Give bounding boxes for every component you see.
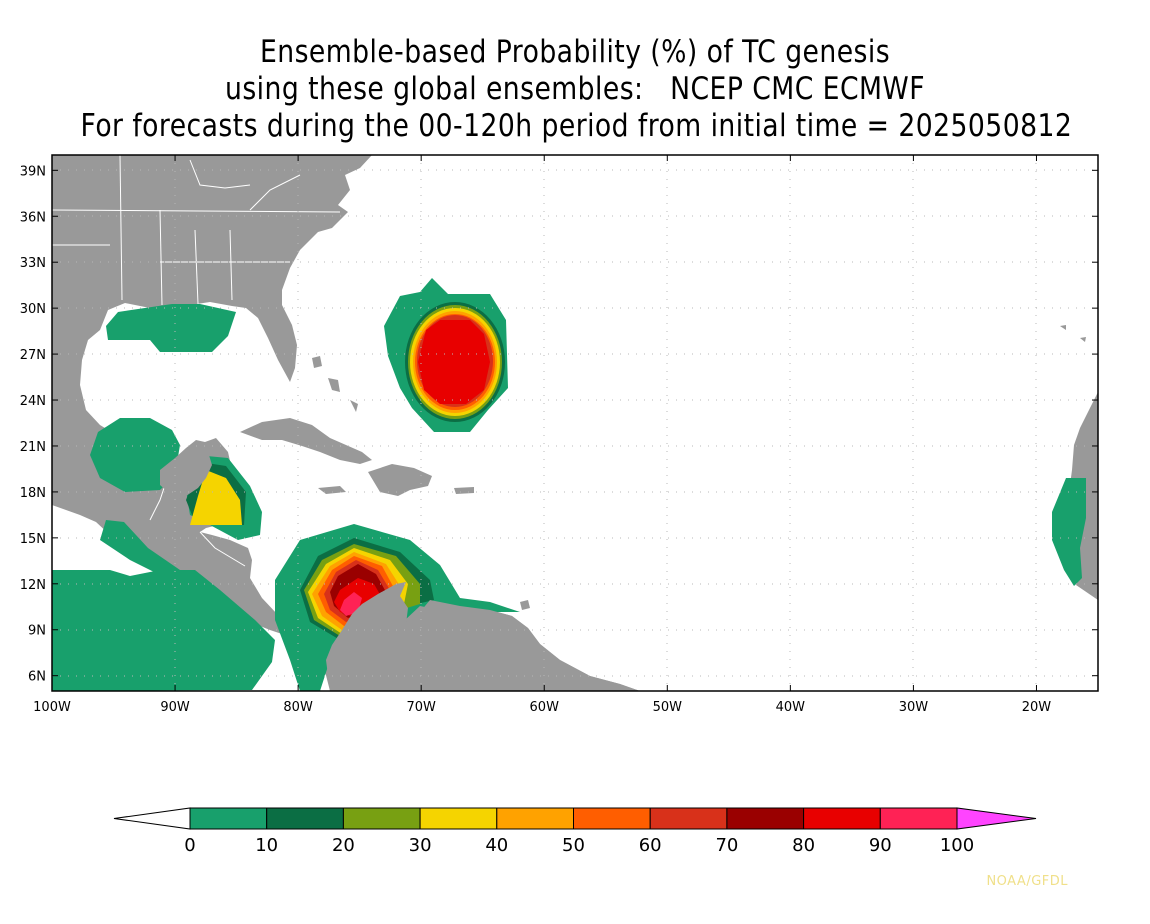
- lat-tick-label: 12N: [20, 578, 46, 593]
- colorbar-segment: [649, 807, 728, 830]
- credit-label: NOAA/GFDL: [986, 874, 1068, 889]
- chart-title: Ensemble-based Probability (%) of TC gen…: [0, 34, 1150, 145]
- colorbar-label: 60: [639, 835, 662, 856]
- lat-tick-label: 24N: [20, 394, 46, 409]
- colorbar-label: 20: [332, 835, 355, 856]
- map-area: [52, 155, 1098, 691]
- lon-tick-label: 50W: [653, 700, 683, 715]
- lat-tick-label: 15N: [20, 532, 46, 547]
- land-puerto-rico: [454, 487, 474, 494]
- lon-tick-label: 30W: [899, 700, 929, 715]
- plot-frame: [51, 154, 1099, 692]
- prob-blob-gulf: [106, 304, 236, 352]
- colorbar-label: 70: [715, 835, 738, 856]
- lon-axis: 100W 90W 80W 70W 60W 50W 40W 30W 20W: [33, 155, 1051, 715]
- lon-tick-label: 20W: [1022, 700, 1052, 715]
- colorbar-segment: [496, 807, 574, 830]
- lon-tick-label: 70W: [406, 700, 436, 715]
- land-cuba: [240, 418, 372, 464]
- lat-tick-label: 6N: [28, 670, 46, 685]
- land-yucatan-over: [160, 440, 212, 500]
- lon-tick-label: 100W: [33, 700, 71, 715]
- lon-tick-label: 80W: [283, 700, 313, 715]
- title-line-3: For forecasts during the 00-120h period …: [80, 108, 1073, 144]
- colorbar-label: 10: [255, 835, 278, 856]
- lon-tick-label: 40W: [776, 700, 806, 715]
- prob-atlantic-90: [418, 320, 490, 404]
- colorbar-label: 50: [562, 835, 585, 856]
- lat-axis: 39N 36N 33N 30N 27N 24N 21N 18N 15N 12N 9N 6N: [20, 164, 1098, 685]
- colorbar-segment: [189, 807, 268, 830]
- land-bahamas: [312, 356, 358, 412]
- land-south-america-over: [326, 582, 640, 691]
- colorbar-label: 40: [485, 835, 508, 856]
- colorbar-segment: [419, 807, 498, 830]
- colorbar-segment: [726, 807, 805, 830]
- land-canaries: [1060, 325, 1086, 342]
- lat-tick-label: 33N: [20, 256, 46, 271]
- prob-blob-yucatan: [90, 418, 180, 492]
- lon-tick-label: 60W: [530, 700, 560, 715]
- colorbar-label: 30: [409, 835, 432, 856]
- colorbar-segment: [803, 807, 881, 830]
- colorbar-label: 80: [792, 835, 815, 856]
- colorbar: 0 10 20 30 40 50 60 70 80 90 100: [113, 807, 1037, 856]
- colorbar-label: 90: [869, 835, 892, 856]
- colorbar-under-triangle: [113, 807, 191, 830]
- lat-tick-label: 9N: [28, 624, 46, 639]
- prob-blob-honduras-30: [190, 470, 242, 525]
- colorbar-over-triangle: [956, 807, 1037, 830]
- prob-blob-pacific-1: [100, 520, 180, 580]
- lat-tick-label: 36N: [20, 210, 46, 225]
- lat-tick-label: 30N: [20, 302, 46, 317]
- title-line-1: Ensemble-based Probability (%) of TC gen…: [259, 34, 891, 70]
- colorbar-segment: [879, 807, 958, 830]
- colorbar-segment: [342, 807, 421, 830]
- lat-tick-label: 39N: [20, 164, 46, 179]
- land-jamaica: [318, 486, 346, 494]
- colorbar-label: 0: [184, 835, 195, 856]
- land-trinidad: [520, 600, 530, 610]
- colorbar-segment: [573, 807, 651, 830]
- title-line-2: using these global ensembles: NCEP CMC E…: [225, 71, 925, 107]
- prob-blob-africa: [1052, 478, 1086, 586]
- lat-tick-label: 27N: [20, 348, 46, 363]
- colorbar-label: 100: [940, 835, 974, 856]
- lon-tick-label: 90W: [160, 700, 190, 715]
- colorbar-segment: [266, 807, 344, 830]
- lat-tick-label: 18N: [20, 486, 46, 501]
- land-hispaniola: [368, 464, 432, 496]
- prob-blob-pacific: [52, 570, 275, 691]
- lat-tick-label: 21N: [20, 440, 46, 455]
